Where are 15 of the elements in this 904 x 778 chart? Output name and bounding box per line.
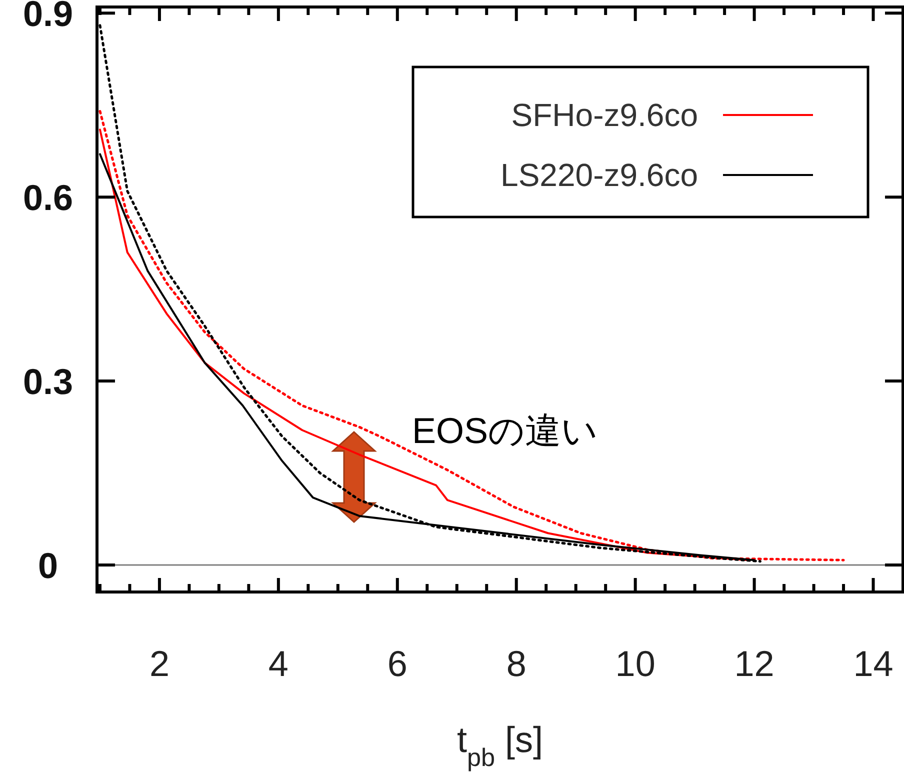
x-tick-label: 14 <box>853 643 894 684</box>
x-tick-label: 6 <box>387 643 408 684</box>
legend-label: SFHo-z9.6co <box>511 97 698 133</box>
x-tick-label: 2 <box>149 643 170 684</box>
x-tick-label: 10 <box>615 643 656 684</box>
x-tick-label: 8 <box>506 643 526 684</box>
y-tick-label: 0.3 <box>22 361 74 402</box>
x-tick-label: 4 <box>268 643 288 684</box>
annotation: EOSの違い <box>412 410 598 451</box>
x-tick-label: 12 <box>734 643 774 684</box>
y-tick-label: 0.9 <box>22 0 74 34</box>
x-axis-title: t$_{pb}$ [s] <box>456 719 544 772</box>
y-tick-label: 0 <box>38 545 58 586</box>
legend-label: LS220-z9.6co <box>500 157 698 193</box>
y-tick-label: 0.6 <box>22 177 74 218</box>
